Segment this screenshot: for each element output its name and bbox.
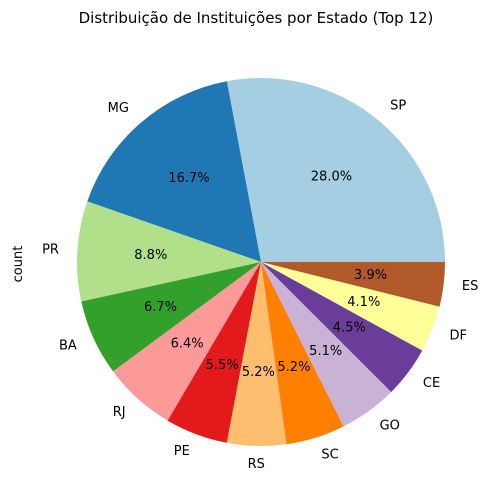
pie-slice-sc <box>261 262 344 445</box>
slice-percent-df: 4.1% <box>347 295 380 310</box>
chart-title: Distribuição de Instituições por Estado … <box>79 9 434 27</box>
slice-label-pe: PE <box>174 444 190 459</box>
pie-slice-mg <box>87 81 262 263</box>
slice-label-mg: MG <box>108 101 129 116</box>
slice-label-rj: RJ <box>113 405 126 420</box>
slice-percent-ba: 6.7% <box>144 300 177 315</box>
pie-slice-df <box>261 262 440 351</box>
slice-label-ba: BA <box>59 338 77 353</box>
slice-percent-rs: 5.2% <box>242 365 275 380</box>
pie-slice-rs <box>226 262 287 446</box>
slice-label-pr: PR <box>42 242 59 257</box>
pie-slices <box>76 78 445 446</box>
slice-percent-sc: 5.2% <box>277 360 310 375</box>
slice-percent-pe: 5.5% <box>206 358 239 373</box>
slice-label-es: ES <box>462 279 478 294</box>
slice-label-ce: CE <box>423 376 440 391</box>
slice-label-df: DF <box>449 328 467 343</box>
slice-label-sc: SC <box>321 448 338 463</box>
slice-label-sp: SP <box>390 99 406 114</box>
pie-slice-go <box>261 262 392 427</box>
pie-slice-rj <box>113 262 261 421</box>
slice-label-rs: RS <box>248 457 265 472</box>
slice-percent-pr: 8.8% <box>134 248 167 263</box>
pie-slice-ba <box>81 262 261 372</box>
pie-slice-pr <box>76 201 261 302</box>
y-axis-label: count <box>11 246 26 283</box>
slice-percent-go: 5.1% <box>309 344 342 359</box>
pie-labels: SP 28.0% MG 16.7% PR 8.8% BA 6.7% RJ 6.4% PE 5.5% RS… <box>42 99 478 472</box>
slice-percent-rj: 6.4% <box>171 337 204 352</box>
slice-label-go: GO <box>380 419 400 434</box>
slice-percent-mg: 16.7% <box>168 171 209 186</box>
pie-slice-pe <box>167 262 261 443</box>
slice-percent-es: 3.9% <box>354 268 387 283</box>
slice-percent-sp: 28.0% <box>311 169 352 184</box>
slice-percent-ce: 4.5% <box>333 321 366 336</box>
pie-slice-sp <box>226 78 445 262</box>
pie-slice-ce <box>261 262 423 393</box>
pie-slice-es <box>261 262 445 307</box>
